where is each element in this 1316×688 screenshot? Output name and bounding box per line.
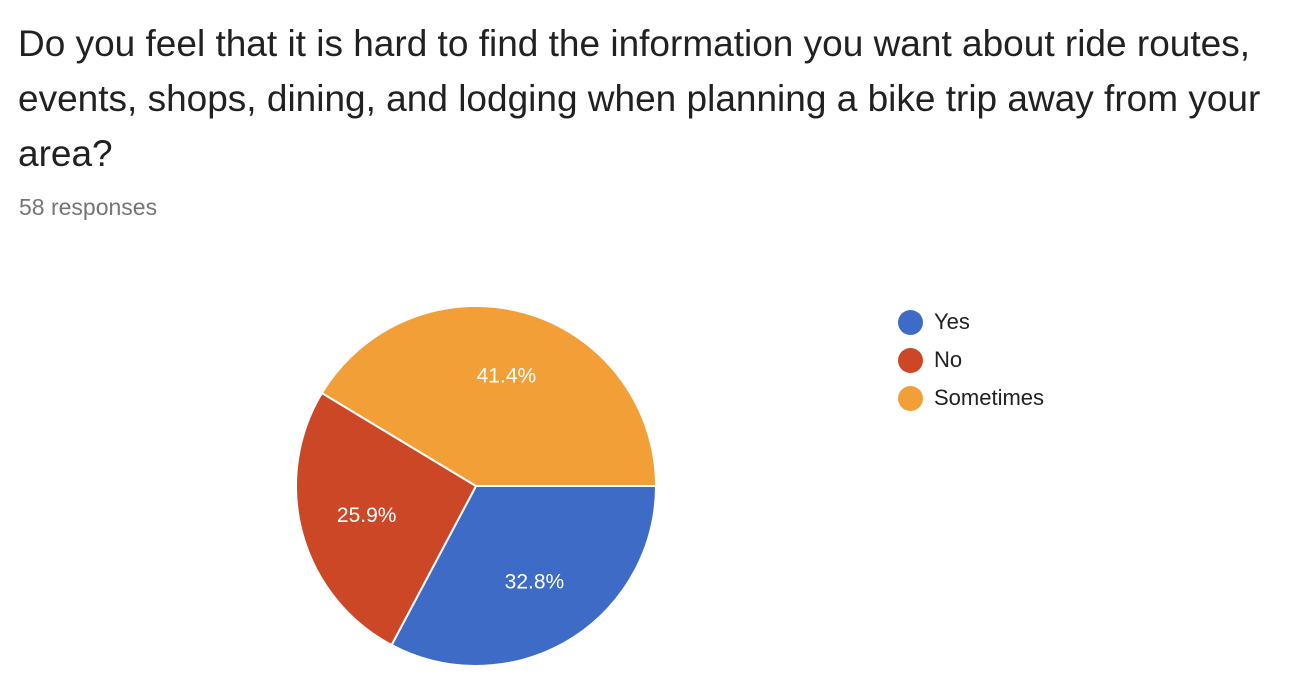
data-label-no: 25.9% [337, 504, 397, 527]
response-count: 58 responses [19, 194, 158, 220]
legend-label: No [934, 347, 963, 372]
legend-item-sometimes: Sometimes [898, 379, 1044, 417]
legend-swatch-sometimes [898, 385, 923, 411]
pie-slice-no [294, 391, 478, 647]
legend-label: Yes [934, 309, 970, 334]
data-label-yes: 32.8% [505, 571, 565, 594]
legend-item-no: No [898, 341, 1044, 379]
pie-slice-yes [390, 485, 658, 667]
data-label-sometimes: 41.4% [477, 364, 537, 387]
pie-slice-sometimes [320, 305, 658, 487]
legend-swatch-yes [898, 309, 923, 335]
legend-item-yes: Yes [898, 303, 1044, 341]
question-title: Do you feel that it is hard to find the … [18, 23, 1261, 174]
legend-label: Sometimes [934, 385, 1045, 410]
chart-legend: Yes No Sometimes [898, 303, 1044, 417]
legend-swatch-no [898, 347, 923, 373]
